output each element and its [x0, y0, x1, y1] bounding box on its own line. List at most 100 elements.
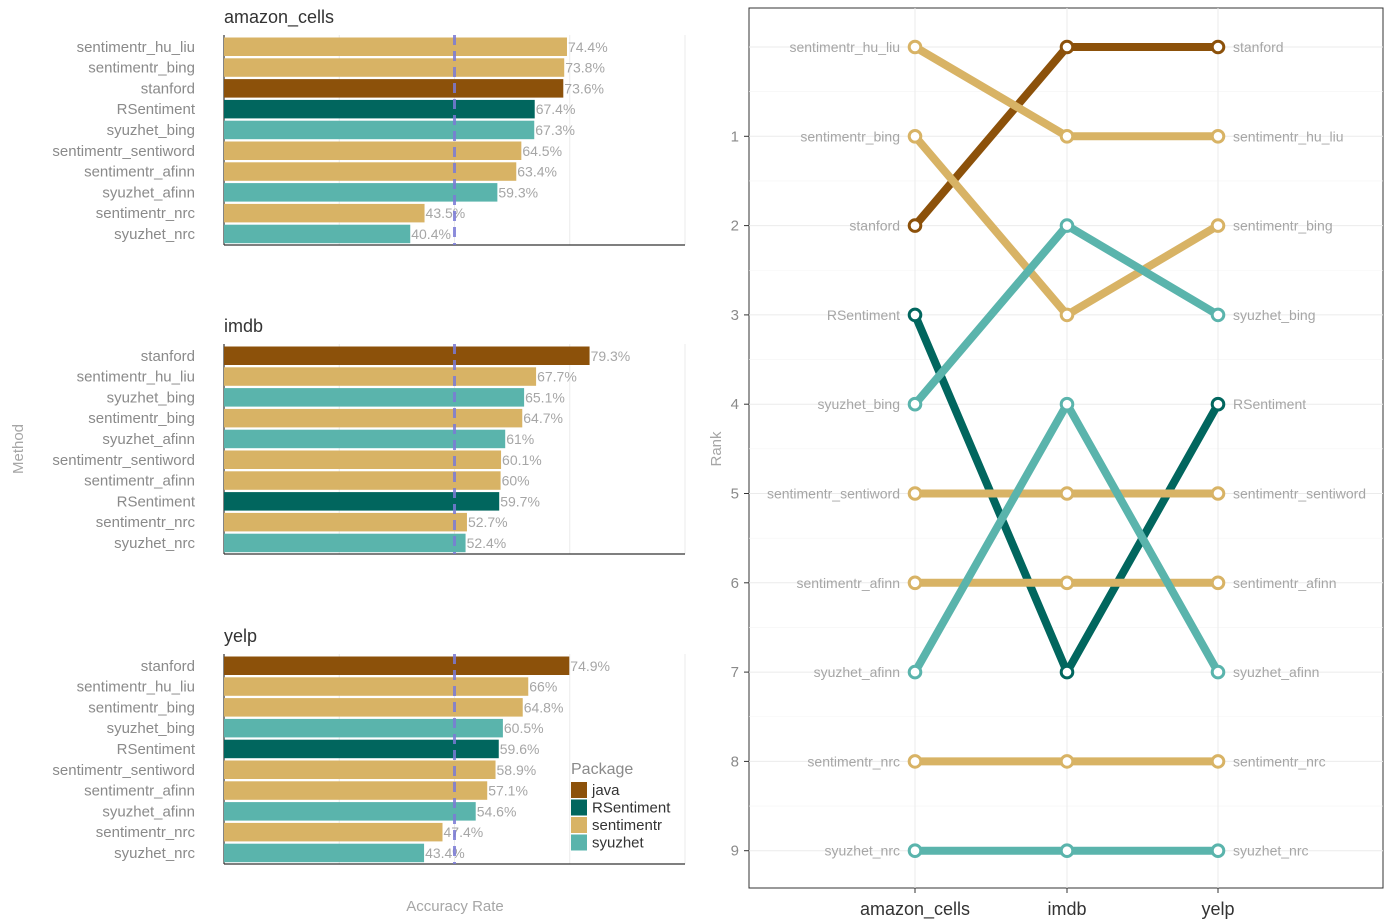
point-syuzhet_bing — [1059, 218, 1075, 233]
y-tick-label: syuzhet_nrc — [114, 845, 195, 862]
legend-swatch-RSentiment — [571, 799, 587, 816]
bar-RSentiment — [224, 99, 535, 119]
facet-title: amazon_cells — [224, 7, 334, 28]
data-label: 64.7% — [523, 410, 563, 426]
y-tick-label: sentimentr_afinn — [84, 473, 195, 490]
data-label: 61% — [506, 431, 534, 447]
facet-title: imdb — [224, 316, 263, 336]
data-label: 43.4% — [425, 845, 465, 861]
series-label-start: sentimentr_bing — [800, 128, 900, 144]
point-syuzhet_nrc — [1059, 843, 1075, 859]
y-tick-label: syuzhet_nrc — [114, 535, 195, 552]
facet-panel-amazon_cells: amazon_cells sentimentr_hu_liu 74.4% sentim… — [52, 7, 686, 246]
series-label-start: stanford — [849, 218, 900, 234]
y-tick-label: 5 — [731, 486, 739, 503]
bar-syuzhet_bing — [224, 120, 535, 140]
bar-syuzhet_afinn — [224, 183, 498, 202]
data-label: 64.8% — [524, 699, 564, 715]
series-label-end: syuzhet_afinn — [1233, 664, 1319, 680]
point-RSentiment — [1059, 664, 1075, 680]
x-tick-label: amazon_cells — [860, 899, 970, 920]
legend-swatch-java — [571, 782, 587, 798]
bar-RSentiment — [224, 739, 499, 759]
y-tick-label: 2 — [731, 218, 739, 235]
bar-stanford — [224, 79, 564, 98]
point-syuzhet_bing — [907, 396, 923, 412]
data-label: 59.6% — [500, 741, 540, 757]
data-label: 65.1% — [525, 389, 565, 405]
bar-sentimentr_afinn — [224, 781, 488, 800]
y-tick-label: syuzhet_nrc — [114, 226, 195, 243]
y-tick-label: syuzhet_bing — [107, 720, 195, 737]
bar-syuzhet_nrc — [224, 224, 411, 244]
point-sentimentr_nrc — [1059, 754, 1075, 769]
series-label-end: RSentiment — [1233, 396, 1306, 412]
data-label: 74.4% — [568, 39, 608, 55]
y-axis-title-right: Rank — [708, 431, 725, 467]
bar-sentimentr_hu_liu — [224, 677, 529, 696]
point-syuzhet_afinn — [1059, 396, 1075, 412]
facet-panel-imdb: imdb stanford 79.3% sentimentr_hu_liu 67.7% s… — [52, 316, 686, 555]
point-sentimentr_sentiword — [907, 486, 923, 501]
series-label-end: syuzhet_bing — [1233, 307, 1316, 323]
data-label: 43.5% — [426, 205, 466, 221]
y-tick-label: sentimentr_hu_liu — [77, 39, 195, 56]
y-tick-label: sentimentr_nrc — [96, 514, 196, 531]
series-label-start: sentimentr_hu_liu — [789, 39, 900, 55]
series-label-end: sentimentr_nrc — [1233, 753, 1326, 769]
y-tick-label: RSentiment — [117, 101, 196, 118]
point-sentimentr_hu_liu — [1059, 129, 1075, 144]
point-sentimentr_bing — [907, 129, 923, 144]
legend-swatch-syuzhet — [571, 834, 587, 851]
data-label: 67.3% — [535, 122, 575, 138]
data-label: 60.5% — [504, 720, 544, 736]
data-label: 67.4% — [536, 101, 576, 117]
point-RSentiment — [1210, 396, 1226, 412]
point-RSentiment — [907, 307, 923, 323]
rank-bump-chart: 1 2 3 4 5 6 7 8 9 amazon_cells imdb yelp stanford sta… — [731, 7, 1384, 920]
data-label: 52.4% — [467, 535, 507, 551]
point-syuzhet_nrc — [907, 843, 923, 859]
data-label: 79.3% — [591, 348, 631, 364]
point-sentimentr_bing — [1059, 307, 1075, 323]
y-tick-label: RSentiment — [117, 741, 196, 758]
bar-syuzhet_nrc — [224, 843, 425, 863]
y-tick-label: sentimentr_hu_liu — [77, 679, 195, 696]
point-syuzhet_nrc — [1210, 843, 1226, 859]
bar-sentimentr_hu_liu — [224, 37, 567, 56]
y-tick-label: sentimentr_afinn — [84, 783, 195, 800]
y-tick-label: sentimentr_bing — [88, 60, 195, 77]
legend-label: sentimentr — [592, 817, 662, 834]
series-label-end: syuzhet_nrc — [1233, 843, 1308, 859]
y-tick-label: 1 — [731, 128, 739, 145]
y-tick-label: 8 — [731, 753, 739, 770]
y-tick-label: sentimentr_nrc — [96, 824, 196, 841]
bar-syuzhet_bing — [224, 718, 503, 738]
point-sentimentr_afinn — [1210, 575, 1226, 591]
x-tick-label: yelp — [1201, 899, 1234, 919]
y-tick-label: sentimentr_hu_liu — [77, 369, 195, 386]
point-stanford — [1059, 39, 1075, 55]
data-label: 60.1% — [502, 452, 542, 468]
y-tick-label: sentimentr_bing — [88, 699, 195, 716]
y-tick-label: syuzhet_bing — [107, 389, 195, 406]
y-tick-label: syuzhet_afinn — [102, 184, 195, 201]
y-tick-label: syuzhet_bing — [107, 122, 195, 139]
y-tick-label: sentimentr_sentiword — [52, 762, 195, 779]
point-sentimentr_nrc — [1210, 754, 1226, 769]
bar-sentimentr_nrc — [224, 512, 467, 532]
bar-stanford — [224, 656, 570, 675]
series-label-end: sentimentr_hu_liu — [1233, 128, 1344, 144]
point-sentimentr_afinn — [1059, 575, 1075, 591]
bar-sentimentr_sentiword — [224, 450, 502, 469]
point-syuzhet_bing — [1210, 307, 1226, 323]
data-label: 63.4% — [517, 164, 557, 180]
facet-panel-yelp: yelp stanford 74.9% sentimentr_hu_liu 66% sen… — [52, 626, 686, 865]
y-tick-label: 7 — [731, 664, 739, 681]
legend-label: syuzhet — [592, 835, 645, 852]
y-axis-title-left: Method — [10, 424, 27, 474]
data-label: 57.1% — [488, 783, 528, 799]
y-tick-label: sentimentr_sentiword — [52, 143, 195, 160]
